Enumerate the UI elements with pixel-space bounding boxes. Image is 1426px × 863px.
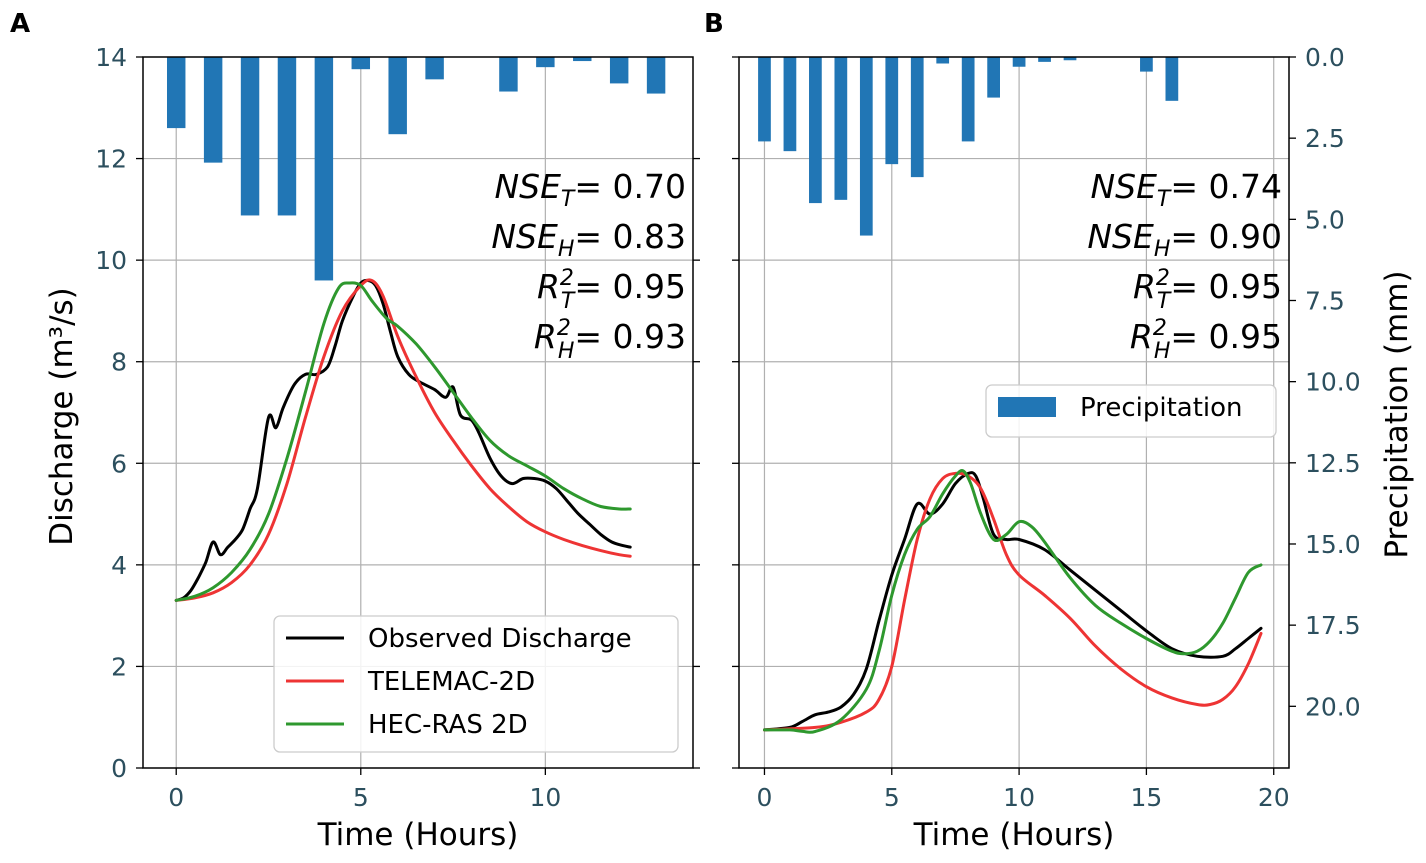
precipitation-bar (1038, 57, 1051, 62)
precipitation-bar (388, 57, 407, 135)
panel-b-chart: 0 5 10 15 20 0.0 2.5 5.0 7.5 10.0 12.5 15.0 17.5 20.0… (732, 43, 1415, 853)
plot-frame (142, 56, 694, 769)
precipitation-bar (961, 57, 975, 142)
y-tick-label: 4 (111, 551, 127, 580)
y-tick-label: 0 (111, 754, 127, 783)
precipitation-bar (425, 57, 444, 80)
stat-annotation: R2 H= 0.93 (534, 316, 686, 364)
precipitation-bar (166, 57, 186, 129)
precipitation-bar (646, 57, 666, 94)
hec-ras-2d-line (174, 281, 632, 602)
x-tick-label: 5 (884, 783, 900, 812)
y2-axis-label: Precipitation (mm) (1379, 270, 1415, 558)
precipitation-bar (987, 57, 1000, 98)
precipitation-bar (1165, 57, 1179, 101)
legend-entry-label: Observed Discharge (368, 624, 632, 654)
y-axis-label: Discharge (m³/s) (44, 287, 80, 546)
plot-frame (738, 56, 1290, 769)
telemac-2d-line (174, 278, 632, 602)
telemac-2d-line (763, 471, 1263, 732)
y2-tick-label: 20.0 (1305, 692, 1361, 721)
precipitation-bar (499, 57, 518, 92)
x-axis-label: Time (Hours) (913, 817, 1115, 853)
stat-annotation: NSEH= 0.90 (1087, 217, 1282, 262)
stat-annotation: R2 T= 0.95 (537, 266, 686, 314)
precipitation-bar (859, 57, 873, 236)
legend-entry-label: Precipitation (1080, 393, 1243, 423)
y2-tick-label: 0.0 (1305, 43, 1345, 72)
precipitation-bar (609, 57, 629, 84)
y2-tick-label: 7.5 (1305, 286, 1345, 315)
precipitation-bar (1140, 57, 1153, 72)
legend-box (273, 615, 679, 753)
x-tick-label: 10 (1003, 783, 1035, 812)
y2-tick-label: 17.5 (1305, 611, 1361, 640)
legend-swatch-precipitation (998, 397, 1056, 417)
x-tick-label: 0 (757, 783, 773, 812)
y-tick-label: 14 (95, 43, 127, 72)
precipitation-bar (758, 57, 771, 142)
y2-tick-label: 12.5 (1305, 449, 1361, 478)
panel-label-b: B (704, 9, 724, 39)
stat-annotation: NSET= 0.70 (494, 167, 686, 212)
precipitation-bar (834, 57, 848, 200)
precipitation-bar (314, 57, 334, 281)
x-tick-label: 15 (1131, 783, 1163, 812)
y-tick-label: 8 (111, 348, 127, 377)
legend-entry-label: HEC-RAS 2D (368, 710, 528, 740)
stat-annotation: NSEH= 0.83 (491, 217, 686, 262)
panel-label-a: A (10, 9, 30, 39)
x-tick-label: 5 (353, 783, 369, 812)
stat-annotation: R2 H= 0.95 (1130, 316, 1282, 364)
precipitation-bar (1012, 57, 1026, 67)
x-tick-label: 20 (1258, 783, 1290, 812)
observed-discharge-line (763, 471, 1263, 732)
precipitation-bar (1063, 57, 1077, 61)
x-axis-label: Time (Hours) (317, 817, 519, 853)
precipitation-bar (240, 57, 260, 216)
y2-tick-label: 15.0 (1305, 530, 1361, 559)
x-tick-label: 0 (168, 783, 184, 812)
precipitation-bar (203, 57, 223, 163)
y-tick-label: 6 (111, 449, 127, 478)
y-tick-label: 10 (95, 246, 127, 275)
panel-a-chart: 0 5 10 0 2 4 6 8 10 12 14 Time (Hours) Discharge (m³… (44, 43, 700, 853)
stat-annotation: NSET= 0.74 (1090, 167, 1282, 212)
y2-tick-label: 5.0 (1305, 205, 1345, 234)
y-tick-label: 2 (111, 652, 127, 681)
precipitation-bar (351, 57, 371, 70)
precipitation-bar (536, 57, 555, 68)
precipitation-bar (573, 57, 592, 62)
precipitation-bar (809, 57, 822, 204)
precipitation-bar (936, 57, 950, 64)
y-tick-label: 12 (95, 145, 127, 174)
precipitation-bar (910, 57, 924, 178)
precipitation-bar (783, 57, 797, 152)
y2-tick-label: 10.0 (1305, 368, 1361, 397)
hec-ras-2d-line (763, 469, 1263, 734)
y2-tick-label: 2.5 (1305, 124, 1345, 153)
legend-box (985, 384, 1277, 438)
precipitation-bar (885, 57, 899, 165)
precipitation-bar (277, 57, 297, 216)
stat-annotation: R2 T= 0.95 (1133, 266, 1282, 314)
legend-entry-label: TELEMAC-2D (367, 667, 535, 697)
observed-discharge-line (174, 278, 632, 602)
x-tick-label: 10 (529, 783, 561, 812)
